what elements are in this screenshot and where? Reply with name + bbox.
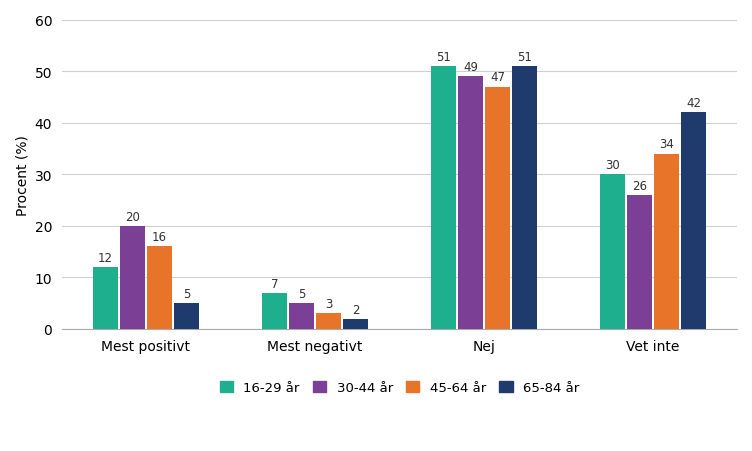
Bar — [289, 304, 314, 329]
Text: 16: 16 — [152, 231, 167, 244]
Text: 7: 7 — [271, 277, 278, 290]
Text: 5: 5 — [183, 287, 190, 300]
Text: 3: 3 — [325, 298, 332, 311]
Bar — [262, 293, 287, 329]
Text: 47: 47 — [490, 71, 505, 84]
Bar — [600, 175, 625, 329]
Text: 2: 2 — [352, 303, 359, 316]
Bar — [654, 154, 679, 329]
Text: 26: 26 — [632, 179, 647, 192]
Bar — [120, 226, 145, 329]
Text: 51: 51 — [517, 51, 532, 64]
Bar — [147, 247, 172, 329]
Text: 42: 42 — [686, 97, 701, 110]
Bar — [316, 314, 341, 329]
Y-axis label: Procent (%): Procent (%) — [15, 134, 29, 215]
Text: 49: 49 — [463, 61, 478, 74]
Bar — [174, 304, 199, 329]
Bar — [485, 87, 510, 329]
Bar — [627, 195, 652, 329]
Bar — [92, 267, 118, 329]
Text: 12: 12 — [98, 251, 113, 264]
Text: 5: 5 — [298, 287, 305, 300]
Bar — [343, 319, 368, 329]
Bar — [458, 77, 483, 329]
Text: 51: 51 — [436, 51, 451, 64]
Bar — [681, 113, 706, 329]
Text: 30: 30 — [605, 159, 620, 172]
Bar — [431, 67, 456, 329]
Legend: 16-29 år, 30-44 år, 45-64 år, 65-84 år: 16-29 år, 30-44 år, 45-64 år, 65-84 år — [214, 376, 584, 400]
Text: 34: 34 — [660, 138, 674, 151]
Bar — [512, 67, 537, 329]
Text: 20: 20 — [125, 210, 140, 223]
